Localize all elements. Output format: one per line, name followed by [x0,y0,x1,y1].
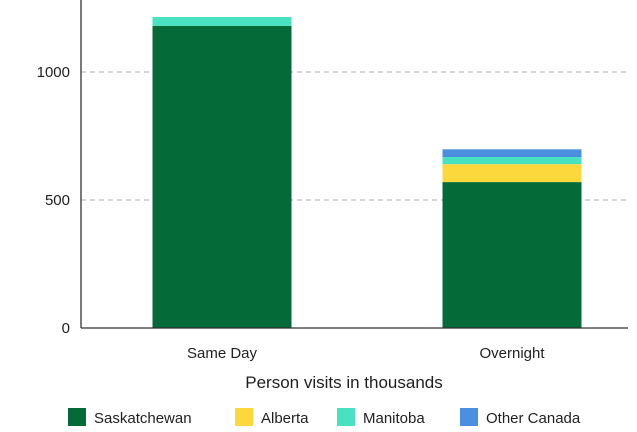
legend-label: Alberta [261,410,309,427]
legend-swatch [460,408,478,426]
legend-label: Manitoba [363,410,425,427]
legend-label: Other Canada [486,410,581,427]
bar-segment-saskatchewan [442,182,582,328]
bar-segment-alberta [442,164,582,183]
legend-label: Saskatchewan [94,410,192,427]
bars [152,16,582,328]
legend-swatch [68,408,86,426]
bar-segment-saskatchewan [152,25,292,328]
legend-swatch [235,408,253,426]
y-tick-label: 0 [62,320,70,337]
bar-segment-manitoba [152,16,292,26]
bar-segment-other-canada [442,149,582,157]
x-axis-title: Person visits in thousands [245,373,443,392]
x-axis-categories: Same Day Overnight [187,345,545,362]
y-axis-ticks: 0 500 1000 [37,64,70,337]
x-category-label: Same Day [187,345,258,362]
x-category-label: Overnight [479,345,545,362]
bar-segment-manitoba [442,156,582,165]
legend: Saskatchewan Alberta Manitoba Other Canada [68,408,581,427]
legend-swatch [337,408,355,426]
y-tick-label: 500 [45,192,70,209]
y-tick-label: 1000 [37,64,70,81]
